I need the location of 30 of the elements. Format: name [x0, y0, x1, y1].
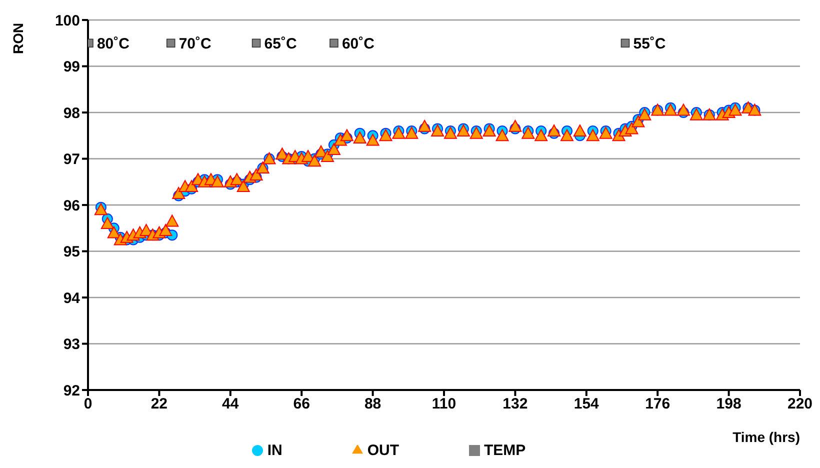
- x-tick-label: 132: [502, 396, 528, 413]
- x-tick-label: 0: [84, 396, 92, 413]
- x-tick-label: 176: [645, 396, 670, 413]
- x-tick-label: 154: [574, 396, 600, 413]
- annotation: 70˚C: [178, 35, 212, 52]
- legend-label: TEMP: [484, 442, 526, 459]
- y-axis-title: RON: [10, 22, 26, 54]
- annotation: 65˚C: [264, 35, 297, 52]
- x-axis-title: Time (hrs): [732, 429, 800, 445]
- x-tick-label: 22: [150, 396, 168, 413]
- y-tick-label: 92: [63, 382, 80, 400]
- y-tick-label: 95: [63, 244, 80, 261]
- y-tick-label: 93: [63, 336, 80, 354]
- annotation: 80˚C: [96, 35, 130, 52]
- annotation: 60˚C: [342, 35, 375, 52]
- legend-label: IN: [267, 442, 282, 459]
- annotation: 55˚C: [633, 35, 666, 52]
- y-tick-label: 97: [63, 151, 80, 168]
- x-tick-label: 110: [432, 396, 456, 413]
- x-tick-label: 198: [716, 396, 742, 413]
- x-tick-label: 66: [293, 396, 310, 413]
- legend-label: OUT: [367, 442, 399, 459]
- y-tick-label: 98: [63, 104, 80, 122]
- y-tick-label: 100: [54, 12, 80, 30]
- x-tick-label: 44: [222, 396, 240, 413]
- y-tick-label: 99: [63, 58, 80, 76]
- y-tick-label: 96: [63, 197, 80, 214]
- y-tick-label: 94: [63, 290, 81, 307]
- x-tick-label: 220: [787, 396, 813, 413]
- x-tick-label: 88: [364, 396, 382, 413]
